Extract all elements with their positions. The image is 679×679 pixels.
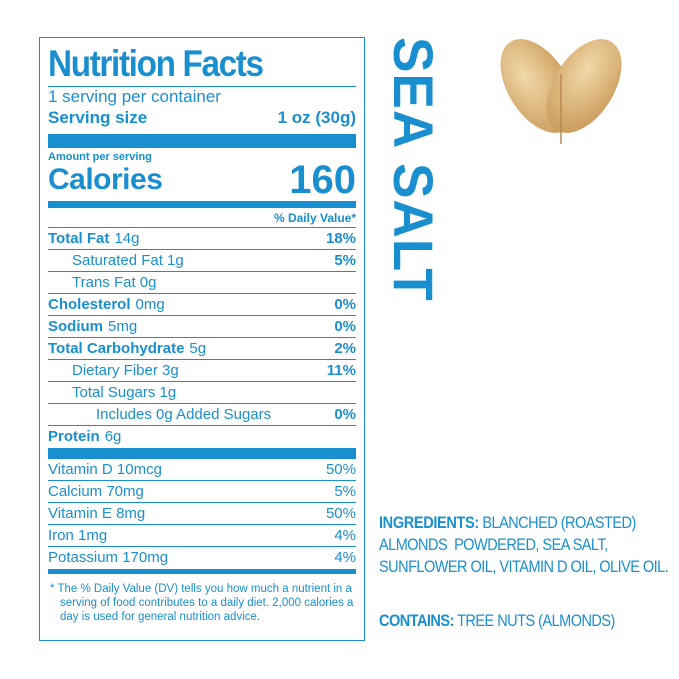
vitamin-dv: 50% (325, 461, 356, 478)
label-title: Nutrition Facts (48, 43, 264, 84)
nutrient-amount: 14g (114, 230, 140, 247)
nutrient-name: Saturated Fat 1g (72, 252, 184, 269)
nutrient-amount: 5g (189, 340, 207, 357)
nutrient-name: Total Sugars 1g (72, 384, 177, 401)
vitamin-name: Potassium 170mg (48, 549, 169, 566)
nutrient-row: Dietary Fiber 3g 11% (48, 360, 356, 382)
nutrient-name: Includes 0g Added Sugars (96, 406, 272, 423)
contains-text: TREE NUTS (ALMONDS) (453, 612, 615, 630)
nutrition-facts-label: Nutrition Facts 1 serving per container … (39, 37, 365, 641)
nutrient-name: Sodium (48, 318, 103, 335)
serving-size-value: 1 oz (30g) (277, 108, 356, 127)
nutrient-amount: 5mg (108, 318, 138, 335)
ingredients-line: BLANCHED (ROASTED) (478, 514, 636, 532)
vitamin-name: Vitamin D 10mcg (48, 461, 162, 478)
daily-value-header: % Daily Value* (48, 208, 356, 228)
nutrient-row: Trans Fat 0g (48, 272, 356, 294)
nutrient-name: Dietary Fiber 3g (72, 362, 179, 379)
nutrient-name: Total Fat (48, 230, 110, 247)
vitamin-row: Calcium 70mg 5% (48, 481, 356, 503)
footnote: * The % Daily Value (DV) tells you how m… (50, 583, 354, 623)
allergen-contains: CONTAINS: TREE NUTS (ALMONDS) (379, 610, 615, 632)
servings-per-container: 1 serving per container (48, 87, 221, 106)
vitamin-row: Vitamin E 8mg 50% (48, 503, 356, 525)
nutrient-dv: 11% (326, 362, 356, 379)
nutrient-name: Cholesterol (48, 296, 131, 313)
flavor-name: SEA SALT (382, 37, 445, 302)
nutrient-row: Includes 0g Added Sugars 0% (48, 404, 356, 426)
nutrient-dv: 18% (325, 230, 356, 247)
vitamin-dv: 4% (334, 549, 356, 566)
ingredients-label: INGREDIENTS: (379, 514, 479, 532)
calories-row: Calories 160 (48, 158, 356, 202)
contains-label: CONTAINS: (379, 612, 454, 630)
calories-value: 160 (289, 158, 356, 202)
nutrient-row: Sodium 5mg 0% (48, 316, 356, 338)
divider (48, 86, 356, 87)
nutrient-row: Total Sugars 1g (48, 382, 356, 404)
nutrient-row: Total Carbohydrate 5g 2% (48, 338, 356, 360)
thick-divider (48, 569, 356, 574)
nutrient-name: Total Carbohydrate (48, 340, 185, 357)
serving-size-label: Serving size (48, 108, 148, 127)
nutrient-row: Cholesterol 0mg 0% (48, 294, 356, 316)
ingredients-line: ALMONDS POWDERED, SEA SALT, (379, 536, 608, 554)
flavor-text: SEA SALT (382, 37, 445, 302)
nutrient-name: Protein (48, 428, 100, 445)
vitamin-row: Potassium 170mg 4% (48, 547, 356, 569)
nutrient-row: Protein 6g (48, 426, 356, 448)
serving-size: Serving size 1 oz (30g) (48, 107, 356, 129)
nutrient-amount: 6g (104, 428, 122, 445)
vitamin-dv: 5% (334, 483, 356, 500)
ingredients: INGREDIENTS: BLANCHED (ROASTED) ALMONDS … (379, 512, 669, 578)
vitamin-name: Iron 1mg (48, 527, 108, 544)
thick-divider (48, 448, 356, 459)
vitamin-row: Vitamin D 10mcg 50% (48, 459, 356, 481)
thick-divider (48, 201, 356, 208)
vitamin-dv: 50% (325, 505, 356, 522)
calories-label: Calories (48, 163, 163, 196)
nutrient-dv: 0% (334, 406, 356, 423)
vitamin-name: Calcium 70mg (48, 483, 144, 500)
nutrient-dv: 2% (334, 340, 356, 357)
vitamin-row: Iron 1mg 4% (48, 525, 356, 547)
ingredients-line: SUNFLOWER OIL, VITAMIN D OIL, OLIVE OIL. (379, 558, 669, 576)
nutrient-row: Total Fat 14g 18% (48, 228, 356, 250)
amount-per-serving: Amount per serving (48, 151, 152, 163)
nutrient-dv: 5% (334, 252, 356, 269)
nutrient-dv: 0% (334, 318, 356, 335)
vitamin-dv: 4% (334, 527, 356, 544)
nutrient-dv: 0% (334, 296, 356, 313)
almond-heart-image (500, 39, 622, 144)
thick-divider (48, 134, 356, 148)
nutrient-amount: 0mg (135, 296, 165, 313)
nutrient-row: Saturated Fat 1g 5% (48, 250, 356, 272)
nutrient-name: Trans Fat 0g (72, 274, 157, 291)
vitamin-name: Vitamin E 8mg (48, 505, 146, 522)
